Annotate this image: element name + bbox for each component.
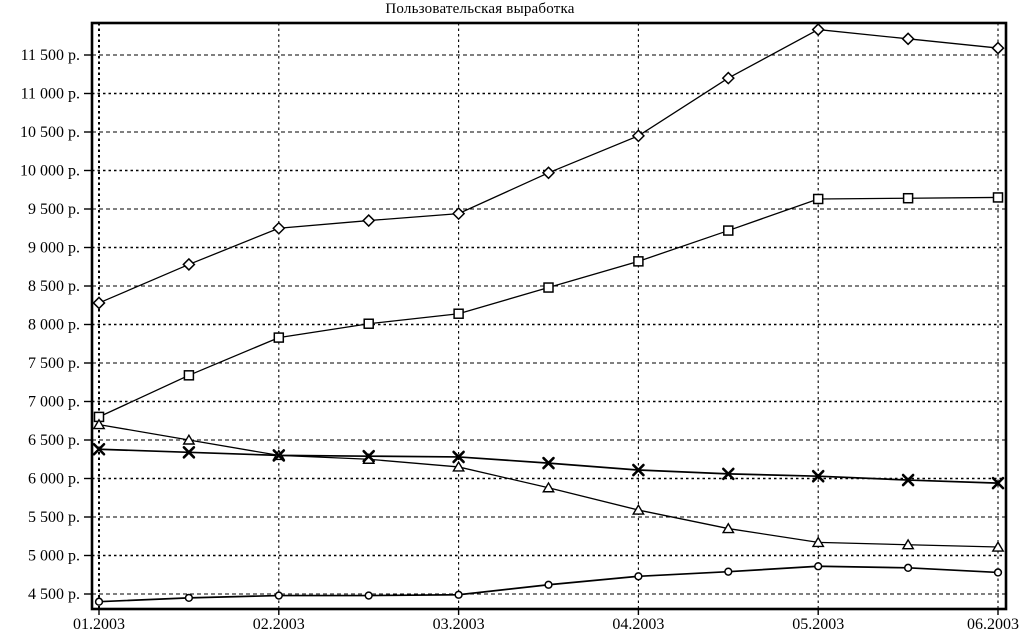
triangle-series-marker [991,540,1005,552]
square-series-marker [812,193,824,205]
x-series-marker [542,456,555,470]
y-tick-label: 5 000 р. [28,548,80,565]
square-series-marker [273,332,285,343]
circle-series-marker [94,597,104,606]
diamond-series-marker [631,129,645,143]
plot-border [90,21,1008,611]
triangle-series-marker [182,433,196,445]
x-series-marker [811,469,825,483]
x-tick-label: 02.2003 [253,616,305,632]
x-series-marker [362,449,375,463]
y-tick-label: 4 500 р. [28,586,80,603]
y-tick-label: 11 500 р. [21,47,80,64]
x-series-marker [92,442,106,456]
x-series-marker [182,446,196,459]
square-series-line [98,196,999,418]
triangle-series-marker [811,536,825,548]
triangle-series-marker [542,481,555,493]
y-tick-label: 7 500 р. [28,355,80,372]
x-series-marker [991,476,1005,490]
triangle-series-marker [452,460,466,472]
y-tick-label: 7 000 р. [28,394,80,411]
y-tick-label: 9 000 р. [28,240,80,257]
square-series-marker [453,308,464,319]
circle-series-marker [364,591,373,600]
circle-series-marker [993,568,1003,577]
square-series-marker [543,282,554,293]
y-tick-label: 11 000 р. [21,86,80,103]
diamond-series-marker [362,213,376,228]
circle-series-marker [724,567,733,576]
diamond-series-marker [811,23,825,37]
square-series-marker [633,256,644,267]
diamond-series-marker [272,221,286,235]
x-tick-label: 06.2003 [967,616,1019,632]
triangle-series-marker [92,418,106,430]
square-series-marker [363,318,374,329]
y-tick-label: 10 500 р. [20,124,80,141]
circle-series-marker [454,590,463,599]
y-tick-label: 8 000 р. [28,317,80,334]
circle-series-marker [544,580,553,589]
circle-series-marker [634,572,643,581]
triangle-series-marker [721,522,735,534]
x-series-marker [272,449,286,462]
x-series-marker [632,463,645,477]
x-tick-label: 03.2003 [433,616,485,632]
x-tick-label: 01.2003 [73,616,125,632]
circle-series-marker [903,563,913,572]
x-series-marker [722,467,735,481]
circle-series-marker [814,562,823,571]
x-series-marker [901,473,915,487]
diamond-series-marker [991,41,1005,55]
x-series-marker [452,450,465,464]
y-tick-label: 6 000 р. [28,471,80,488]
triangle-series-marker [901,538,915,550]
square-series-marker [723,225,734,236]
square-series-marker [183,370,195,381]
y-tick-label: 9 500 р. [28,201,80,218]
x-tick-label: 04.2003 [612,616,664,632]
x-tick-label: 05.2003 [792,616,844,632]
y-tick-label: 6 500 р. [28,432,80,449]
square-series-marker [902,192,914,204]
circle-series-marker [274,591,283,600]
y-tick-label: 10 000 р. [20,163,80,180]
diamond-series-marker [92,296,106,310]
diamond-series-marker [452,207,466,221]
square-series-marker [992,192,1004,203]
diamond-series-marker [182,257,196,272]
y-tick-label: 5 500 р. [28,509,80,526]
diamond-series-marker [541,166,556,180]
diamond-series-marker [721,71,735,85]
y-tick-label: 8 500 р. [28,278,80,295]
circle-series-marker [184,593,194,602]
diamond-series-marker [901,32,915,46]
chart-title: Пользовательская выработка [385,1,575,17]
triangle-series-marker [631,503,645,515]
